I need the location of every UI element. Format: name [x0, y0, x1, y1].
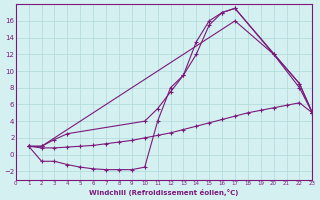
X-axis label: Windchill (Refroidissement éolien,°C): Windchill (Refroidissement éolien,°C) — [89, 189, 239, 196]
